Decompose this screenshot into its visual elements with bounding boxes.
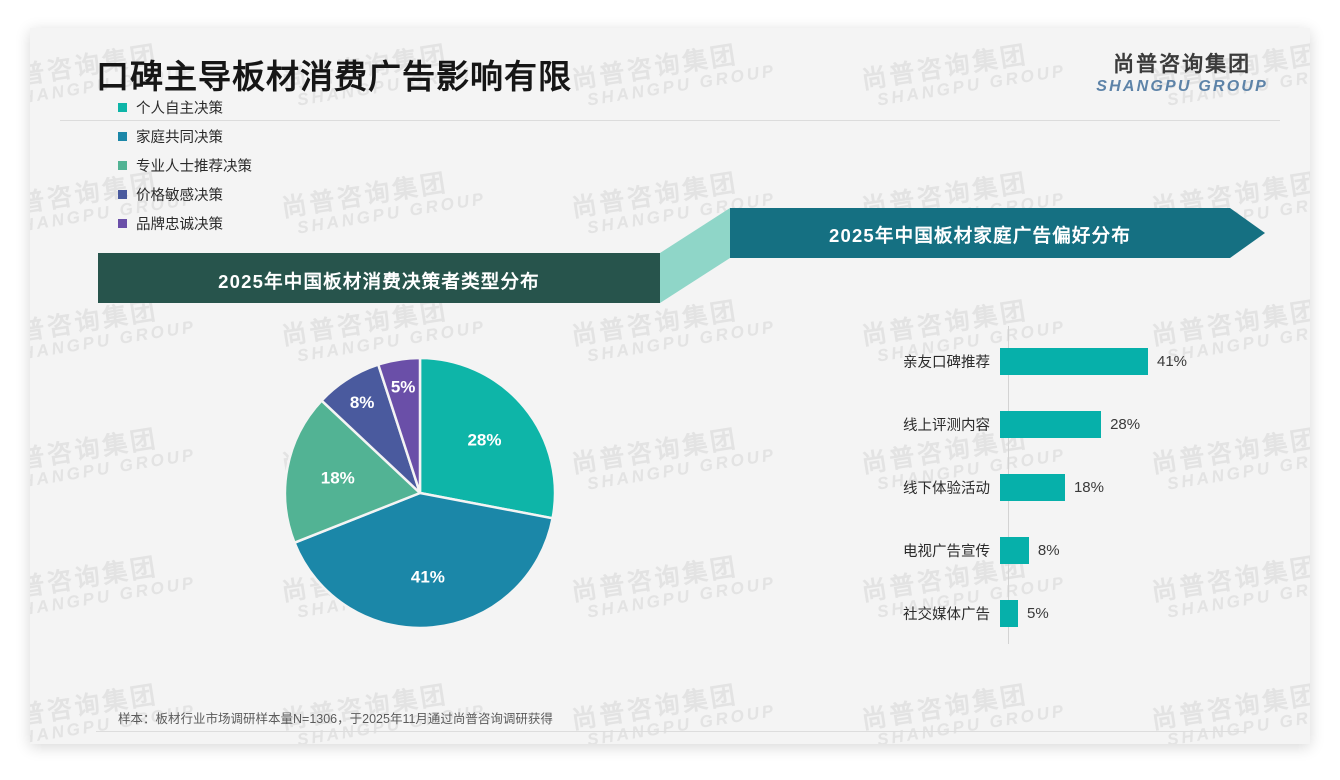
legend-swatch-icon [118,190,127,199]
bar-chart-row[interactable]: 线下体验活动 18% [690,456,1290,519]
pie-slice-label: 28% [467,431,501,450]
pie-chart-panel: 28% 41% 18% 8% 5% [70,328,670,658]
bar-category-label: 亲友口碑推荐 [903,355,990,371]
sample-footnote: 样本：板材行业市场调研样本量N=1306，于2025年11月通过尚普咨询调研获得 [118,712,553,726]
bar-category-label: 线下体验活动 [903,481,990,497]
pie-slice-label: 5% [391,377,416,396]
right-banner-shape [730,208,1265,258]
bar-shape[interactable] [1000,411,1102,438]
brand-logo: 尚普咨询集团 SHANGPU GROUP [1096,53,1268,95]
bar-value-label: 28% [1110,416,1141,433]
legend-item-label: 专业人士推荐决策 [136,159,252,175]
bar-shape[interactable] [1000,600,1019,627]
bar-value-label: 18% [1073,479,1104,496]
legend-item-label: 家庭共同决策 [136,130,223,146]
legend-swatch-icon [118,219,127,228]
bar-shape[interactable] [1000,348,1148,375]
bar-value-label: 41% [1157,353,1188,370]
bar-value-label: 8% [1037,542,1060,559]
right-banner-title: 2025年中国板材家庭广告偏好分布 [828,225,1132,246]
header-divider [60,120,1280,121]
bar-category-label: 线上评测内容 [903,418,990,434]
bar-chart-row[interactable]: 线上评测内容 28% [690,393,1290,456]
bar-shape[interactable] [1000,537,1029,564]
legend-swatch-icon [118,103,127,112]
bar-chart-row[interactable]: 社交媒体广告 5% [690,582,1290,645]
legend-swatch-icon [118,132,127,141]
pie-slice[interactable] [283,398,423,545]
footer-website: www.shangpu-china.com [1095,742,1244,744]
footer-divider [96,731,1246,732]
bar-category-label: 电视广告宣传 [903,544,990,560]
legend-item[interactable]: 家庭共同决策 [118,122,252,151]
pie-slice-label: 18% [321,468,355,487]
legend-item-label: 个人自主决策 [136,101,223,117]
footer-copyright: ©2026.1 SHANGPU GROUP [96,742,273,744]
pie-slice-label: 8% [350,393,375,412]
bar-category-label: 社交媒体广告 [903,607,990,623]
legend-item[interactable]: 价格敏感决策 [118,180,252,209]
pie-slice[interactable] [292,491,555,630]
left-banner-title: 2025年中国板材消费决策者类型分布 [218,271,540,292]
banner-shapes [98,208,1265,303]
legend-item[interactable]: 专业人士推荐决策 [118,151,252,180]
slide-canvas: 尚普咨询集团 SHANGPU GROUP 尚普咨询集团 SHANGPU GROUP 尚普… [30,28,1310,744]
pie-chart: 28% 41% 18% 8% 5% [283,356,557,630]
bar-chart-row[interactable]: 亲友口碑推荐 41% [690,330,1290,393]
legend-item[interactable]: 个人自主决策 [118,93,252,122]
bar-chart-panel: 亲友口碑推荐 41% 线上评测内容 28% 线下体验活动 18% 电视广告宣传 8% 社交媒体广… [690,318,1290,658]
bar-value-label: 5% [1027,605,1049,622]
banner-connector-shape [660,208,730,303]
pie-slice[interactable] [376,356,422,494]
legend-item[interactable]: 品牌忠诚决策 [118,209,252,238]
pie-chart-legend: 个人自主决策 家庭共同决策专业人士推荐决策 价格敏感决策 品牌忠诚决策 [118,93,252,238]
slide-header: 口碑主导板材消费广告影响有限 尚普咨询集团 SHANGPU GROUP [30,28,1310,120]
bar-shape[interactable] [1000,474,1065,501]
legend-item-label: 价格敏感决策 [136,188,223,204]
logo-chinese-text: 尚普咨询集团 [1113,53,1252,76]
legend-item-label: 品牌忠诚决策 [136,217,223,233]
legend-swatch-icon [118,161,127,170]
left-banner-shape [98,253,660,303]
pie-slice[interactable] [418,356,557,520]
section-banners: 2025年中国板材消费决策者类型分布 2025年中国板材家庭广告偏好分布 [30,188,1310,328]
bar-chart-row[interactable]: 电视广告宣传 8% [690,519,1290,582]
page-title: 口碑主导板材消费广告影响有限 [96,58,572,95]
pie-slice-label: 41% [411,567,445,586]
logo-english-text: SHANGPU GROUP [1096,77,1268,95]
